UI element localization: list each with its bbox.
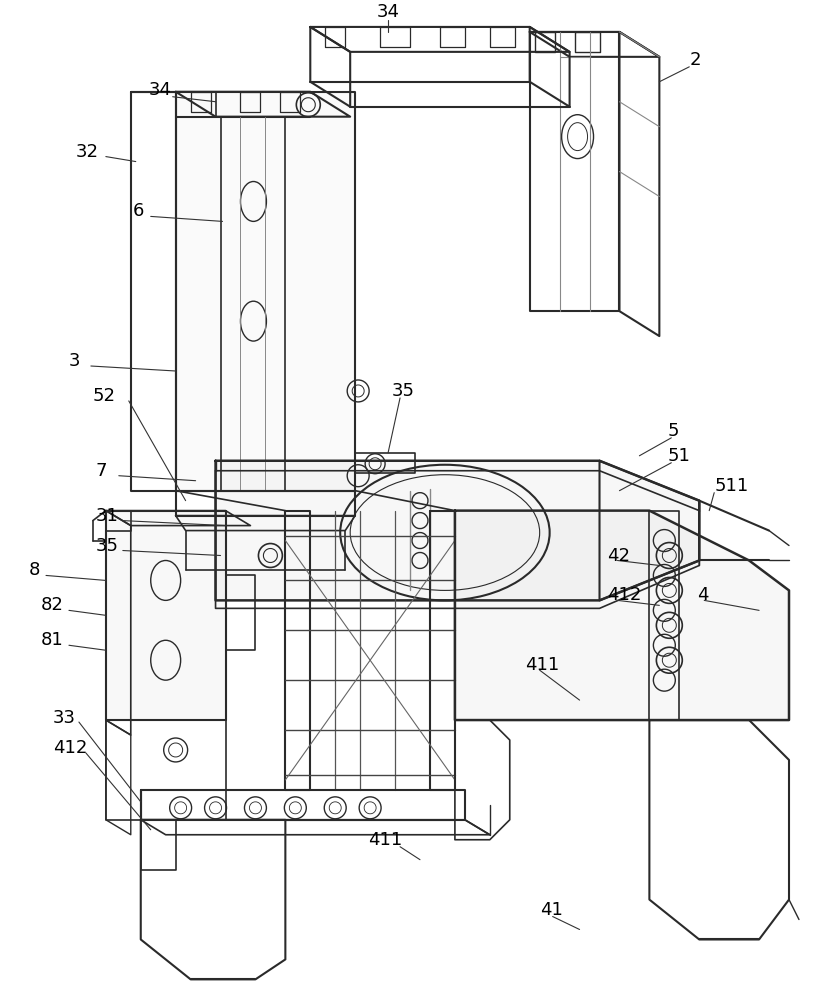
Polygon shape [455,511,789,720]
Text: 7: 7 [96,462,107,480]
Text: 412: 412 [607,586,642,604]
Text: 2: 2 [690,51,701,69]
Text: 31: 31 [96,507,119,525]
Text: 33: 33 [53,709,76,727]
Text: 511: 511 [714,477,748,495]
Text: 6: 6 [133,202,144,220]
Polygon shape [216,461,699,600]
Text: 32: 32 [76,143,99,161]
Text: 411: 411 [524,656,559,674]
Text: 5: 5 [667,422,679,440]
Text: 34: 34 [377,3,399,21]
Text: 411: 411 [368,831,403,849]
Text: 3: 3 [69,352,81,370]
Text: 35: 35 [392,382,415,400]
Text: 42: 42 [607,547,630,565]
Text: 8: 8 [29,561,40,579]
Text: 41: 41 [539,901,563,919]
Text: 52: 52 [93,387,116,405]
Text: 81: 81 [41,631,64,649]
Text: 34: 34 [149,81,172,99]
Text: 35: 35 [96,537,119,555]
Polygon shape [175,92,355,491]
Text: 4: 4 [697,586,709,604]
Text: 82: 82 [41,596,64,614]
Text: 412: 412 [53,739,87,757]
Text: 51: 51 [667,447,690,465]
Polygon shape [106,511,226,720]
